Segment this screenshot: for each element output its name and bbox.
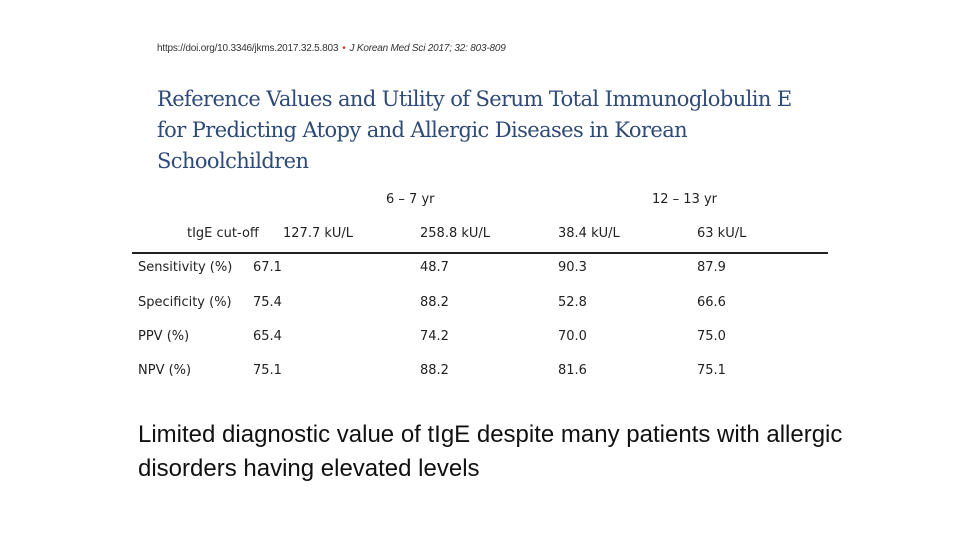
- table-cell: 52.8: [558, 295, 587, 310]
- paper-title-line: Schoolchildren: [157, 149, 309, 173]
- doi-link[interactable]: https://doi.org/10.3346/jkms.2017.32.5.8…: [157, 43, 339, 54]
- cutoff-value: 63 kU/L: [697, 226, 747, 241]
- table-header-rule: [132, 252, 828, 254]
- table-cell: 88.2: [420, 295, 449, 310]
- table-cell: 75.1: [697, 363, 726, 378]
- table-cell: 75.1: [253, 363, 282, 378]
- table-cell: 75.0: [697, 329, 726, 344]
- table-cell: 48.7: [420, 260, 449, 275]
- cutoff-value: 258.8 kU/L: [420, 226, 491, 241]
- paper-title-line: for Predicting Atopy and Allergic Diseas…: [157, 118, 688, 142]
- table-cell: 65.4: [253, 329, 282, 344]
- paper-title: Reference Values and Utility of Serum To…: [157, 84, 857, 177]
- table-cell: 67.1: [253, 260, 282, 275]
- paper-title-line: Reference Values and Utility of Serum To…: [157, 87, 792, 111]
- summary-text: Limited diagnostic value of tIgE despite…: [138, 421, 843, 482]
- group-header-6-7-yr: 6 – 7 yr: [386, 192, 435, 207]
- group-header-12-13-yr: 12 – 13 yr: [652, 192, 718, 207]
- table-cell: 87.9: [697, 260, 726, 275]
- row-label: Specificity (%): [138, 295, 232, 310]
- article-citation: https://doi.org/10.3346/jkms.2017.32.5.8…: [157, 43, 506, 54]
- citation-separator: •: [342, 43, 346, 54]
- cutoff-label: tIgE cut-off: [187, 226, 259, 241]
- row-label: NPV (%): [138, 363, 192, 378]
- table-cell: 70.0: [558, 329, 587, 344]
- table-cell: 74.2: [420, 329, 449, 344]
- table-cell: 66.6: [697, 295, 726, 310]
- journal-reference: J Korean Med Sci 2017; 32: 803-809: [349, 43, 506, 54]
- table-cell: 75.4: [253, 295, 282, 310]
- table-cell: 81.6: [558, 363, 587, 378]
- cutoff-value: 38.4 kU/L: [558, 226, 620, 241]
- row-label: PPV (%): [138, 329, 190, 344]
- table-cell: 90.3: [558, 260, 587, 275]
- cutoff-value: 127.7 kU/L: [283, 226, 354, 241]
- row-label: Sensitivity (%): [138, 260, 233, 275]
- table-cell: 88.2: [420, 363, 449, 378]
